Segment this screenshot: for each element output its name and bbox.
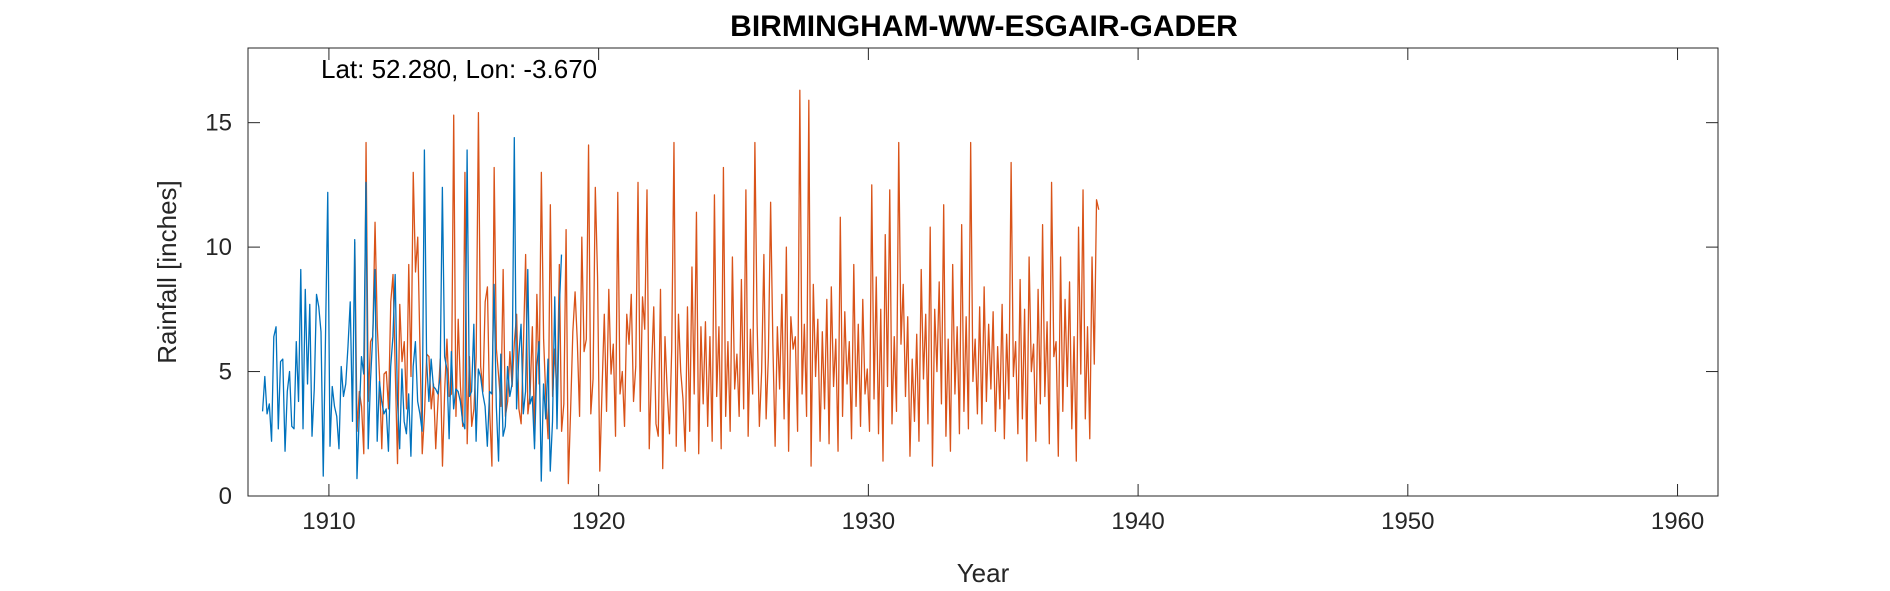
x-tick-label: 1910 — [302, 508, 355, 535]
x-axis-label: Year — [957, 558, 1010, 588]
y-tick-label: 10 — [205, 234, 232, 261]
x-tick-label: 1940 — [1111, 508, 1164, 535]
x-tick-label: 1930 — [842, 508, 895, 535]
y-tick-label: 5 — [219, 359, 232, 386]
y-tick-label: 0 — [219, 483, 232, 510]
x-tick-label: 1950 — [1381, 508, 1434, 535]
tick-layer: 1910 1920 1930 1940 1950 1960 0 5 10 15 — [205, 48, 1718, 535]
x-tick-label: 1920 — [572, 508, 625, 535]
series-layer — [261, 89, 1100, 485]
x-tick-label: 1960 — [1651, 508, 1704, 535]
location-annotation: Lat: 52.280, Lon: -3.670 — [321, 54, 597, 84]
series-line-2 — [354, 89, 1100, 485]
y-axis-label: Rainfall [inches] — [152, 180, 182, 364]
chart-title: BIRMINGHAM-WW-ESGAIR-GADER — [730, 10, 1238, 43]
series-line-1 — [261, 136, 563, 482]
y-tick-label: 15 — [205, 110, 232, 137]
